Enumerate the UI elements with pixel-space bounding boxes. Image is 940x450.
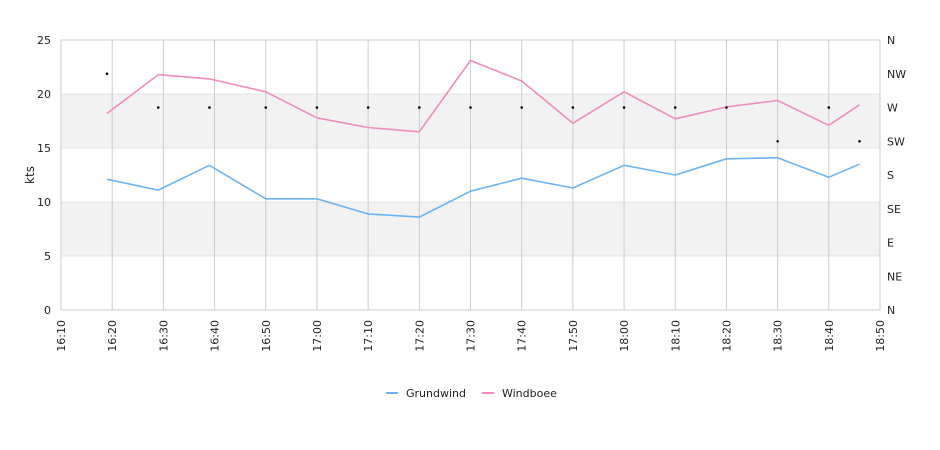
x-tick-label: 17:20 bbox=[413, 320, 426, 352]
direction-point bbox=[673, 106, 677, 109]
x-tick-label: 17:30 bbox=[465, 320, 478, 352]
direction-point bbox=[366, 106, 370, 109]
legend-label: Windboee bbox=[502, 387, 557, 400]
x-tick-label: 18:10 bbox=[669, 320, 682, 352]
series-line-windboee bbox=[106, 59, 860, 133]
x-tick-label: 18:00 bbox=[618, 320, 631, 352]
x-tick-label: 18:50 bbox=[874, 320, 887, 352]
direction-point bbox=[105, 72, 109, 76]
x-tick-label: 18:30 bbox=[772, 320, 785, 352]
x-tick-label: 16:40 bbox=[209, 320, 222, 352]
direction-tick-label: NE bbox=[887, 270, 902, 283]
legend-item-windboee: Windboee bbox=[481, 387, 557, 400]
direction-point bbox=[858, 139, 861, 143]
direction-tick-label: N bbox=[887, 34, 895, 47]
x-tick-label: 17:10 bbox=[362, 320, 375, 352]
x-tick-label: 18:40 bbox=[823, 320, 836, 352]
direction-point bbox=[469, 106, 472, 109]
x-tick-label: 17:40 bbox=[516, 320, 529, 352]
y-axis-label: kts bbox=[23, 166, 37, 184]
direction-tick-label: E bbox=[887, 237, 894, 250]
direction-point bbox=[776, 139, 779, 143]
legend-item-grundwind: Grundwind bbox=[386, 387, 466, 400]
y-tick-label: 25 bbox=[37, 34, 51, 47]
y-tick-label: 0 bbox=[44, 304, 51, 317]
y-tick-label: 5 bbox=[44, 250, 51, 263]
y-tick-label: 15 bbox=[37, 142, 51, 155]
direction-point bbox=[156, 106, 160, 109]
x-tick-label: 17:00 bbox=[311, 320, 324, 352]
legend-label: Grundwind bbox=[406, 387, 466, 400]
direction-point bbox=[418, 106, 421, 109]
direction-tick-label: W bbox=[887, 102, 898, 115]
x-tick-label: 16:20 bbox=[106, 320, 119, 352]
direction-point bbox=[264, 106, 268, 109]
direction-tick-label: SE bbox=[887, 203, 901, 216]
direction-tick-label: S bbox=[887, 169, 894, 182]
direction-tick-label: NW bbox=[887, 68, 906, 81]
direction-point bbox=[520, 106, 523, 109]
x-tick-label: 16:50 bbox=[260, 320, 273, 352]
direction-point bbox=[622, 106, 626, 109]
x-tick-label: 18:20 bbox=[720, 320, 733, 352]
direction-point bbox=[827, 106, 831, 109]
direction-tick-label: SW bbox=[887, 135, 905, 148]
x-tick-label: 17:50 bbox=[567, 320, 580, 352]
direction-point bbox=[725, 106, 728, 109]
y-tick-label: 20 bbox=[37, 88, 51, 101]
y-tick-label: 10 bbox=[37, 196, 51, 209]
direction-tick-label: N bbox=[887, 304, 895, 317]
x-tick-label: 16:30 bbox=[157, 320, 170, 352]
direction-point bbox=[315, 106, 319, 109]
x-tick-label: 16:10 bbox=[55, 320, 68, 352]
direction-point bbox=[571, 106, 575, 109]
plot-border bbox=[60, 39, 881, 311]
series-line-grundwind bbox=[106, 156, 860, 218]
direction-point bbox=[208, 106, 211, 109]
